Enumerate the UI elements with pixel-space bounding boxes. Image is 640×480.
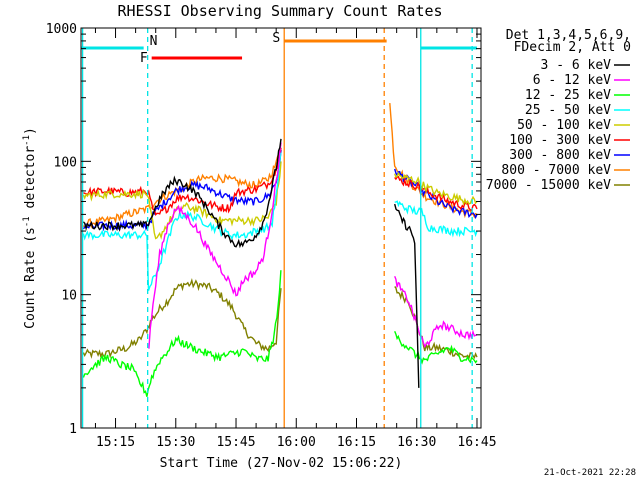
flag-label-f: F bbox=[140, 51, 148, 66]
series-line-12-25-kev-part-1 bbox=[82, 270, 282, 397]
series-line-800-7000-kev-part-1 bbox=[82, 143, 282, 229]
x-axis-label: Start Time (27-Nov-02 15:06:22) bbox=[160, 456, 403, 471]
series-line-12-25-kev-part-2 bbox=[394, 330, 478, 365]
x-tick-label-16-00: 16:00 bbox=[277, 435, 316, 450]
legend-header-line-2: FDecim 2, Att 0 bbox=[514, 40, 631, 55]
series-line-100-300-kev-part-1 bbox=[83, 147, 282, 216]
flag-label-n: N bbox=[150, 34, 158, 49]
x-tick-label-15-30: 15:30 bbox=[156, 435, 195, 450]
x-tick-label-15-45: 15:45 bbox=[216, 435, 255, 450]
legend-label-300-800-kev: 300 - 800 keV bbox=[509, 148, 611, 163]
series-line-100-300-kev-part-2 bbox=[394, 175, 478, 212]
y-tick-label-1: 1 bbox=[69, 422, 77, 437]
series-line-3-6-kev-part-1 bbox=[82, 138, 282, 249]
series-line-50-100-kev-part-1 bbox=[82, 161, 282, 240]
legend-label-3-6-kev: 3 - 6 keV bbox=[541, 58, 612, 73]
chart-title: RHESSI Observing Summary Count Rates bbox=[117, 2, 442, 20]
series-line-25-50-kev-part-1 bbox=[82, 152, 282, 291]
series-layer bbox=[82, 103, 478, 397]
series-line-7000-15000-kev-part-1 bbox=[82, 278, 282, 359]
timestamp: 21-Oct-2021 22:28 bbox=[544, 468, 636, 478]
y-tick-label-100: 100 bbox=[54, 155, 77, 170]
flag-label-s: S bbox=[272, 31, 280, 46]
legend-label-12-25-kev: 12 - 25 keV bbox=[525, 88, 611, 103]
plot-frame bbox=[80, 27, 482, 429]
series-line-6-12-kev-part-1 bbox=[148, 142, 282, 349]
legend-label-25-50-kev: 25 - 50 keV bbox=[525, 103, 611, 118]
x-tick-label-16-45: 16:45 bbox=[457, 435, 496, 450]
legend-label-7000-15000-kev: 7000 - 15000 keV bbox=[486, 178, 611, 193]
series-line-6-12-kev-part-2 bbox=[394, 276, 478, 349]
legend-label-50-100-kev: 50 - 100 keV bbox=[517, 118, 611, 133]
x-tick-label-15-15: 15:15 bbox=[96, 435, 135, 450]
axis-layer: 15:15 15:30 15:45 16:00 16:15 16:30 16:45 1 10 10… bbox=[46, 22, 497, 450]
y-tick-label-1000: 1000 bbox=[46, 22, 77, 37]
y-axis-label: Count Rate (s-1 detector-1) bbox=[22, 127, 38, 329]
legend-header-line-1: Det 1,3,4,5,6,9, bbox=[506, 28, 631, 43]
series-line-800-7000-kev-part-2 bbox=[389, 103, 478, 219]
series-line-300-800-kev-part-1 bbox=[82, 149, 282, 232]
series-line-50-100-kev-part-2 bbox=[394, 171, 478, 206]
legend: Det 1,3,4,5,6,9, FDecim 2, Att 0 3 - 6 k… bbox=[486, 28, 631, 193]
legend-label-800-7000-kev: 800 - 7000 keV bbox=[501, 163, 611, 178]
series-line-25-50-kev-part-2 bbox=[394, 200, 478, 238]
x-tick-label-16-15: 16:15 bbox=[337, 435, 376, 450]
y-tick-label-10: 10 bbox=[61, 289, 77, 304]
x-tick-label-16-30: 16:30 bbox=[397, 435, 436, 450]
overlay-layer: NF S bbox=[81, 28, 477, 428]
series-line-3-6-kev-part-2 bbox=[394, 203, 420, 388]
legend-label-6-12-kev: 6 - 12 keV bbox=[533, 73, 611, 88]
legend-label-100-300-kev: 100 - 300 keV bbox=[509, 133, 611, 148]
